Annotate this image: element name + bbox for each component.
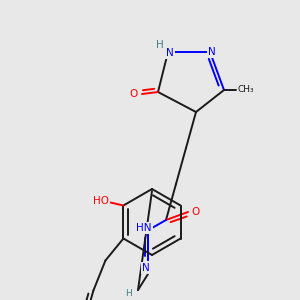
Text: H: H [124, 290, 131, 298]
Text: N: N [142, 263, 150, 273]
Text: HN: HN [136, 223, 152, 233]
Text: N: N [208, 47, 216, 57]
Text: CH₃: CH₃ [238, 85, 254, 94]
Text: O: O [192, 207, 200, 217]
Text: O: O [130, 89, 138, 99]
Text: N: N [166, 48, 174, 58]
Text: H: H [156, 40, 164, 50]
Text: HO: HO [93, 196, 110, 206]
